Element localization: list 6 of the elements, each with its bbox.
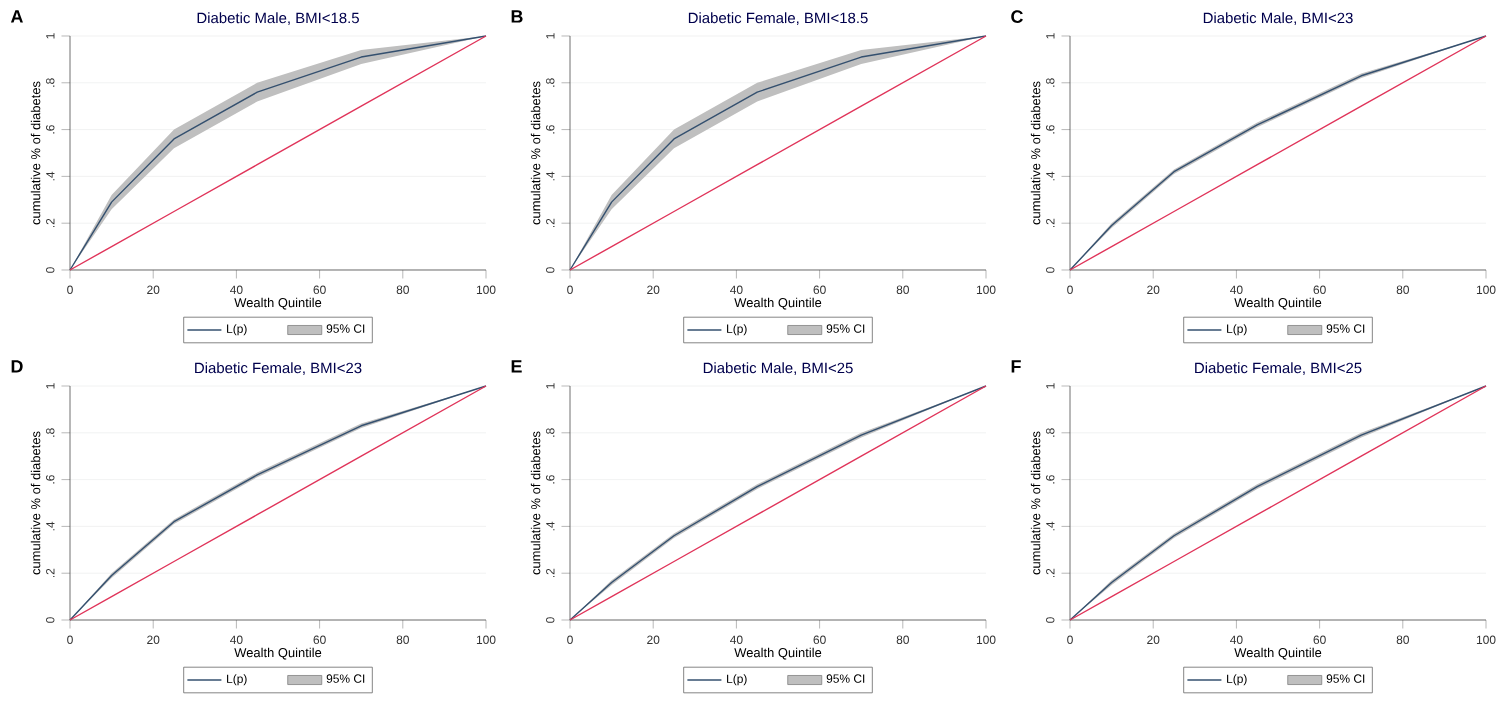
text: D <box>11 360 23 373</box>
text: B <box>511 10 523 23</box>
text: F <box>1011 360 1021 373</box>
text: A <box>10 10 23 23</box>
text: C <box>1011 10 1023 23</box>
text: E <box>511 360 522 373</box>
